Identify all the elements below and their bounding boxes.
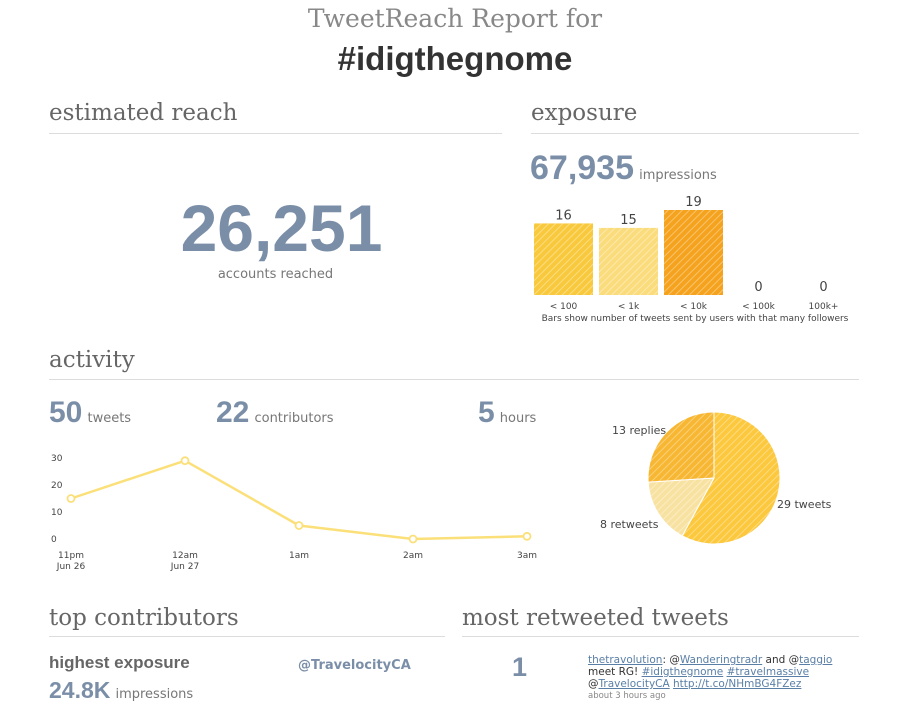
hours-unit: hours [499, 411, 537, 426]
activity-point [408, 534, 418, 544]
retweeted-heading: most retweeted tweets [462, 605, 729, 631]
highest-exposure-value: 24.8K [49, 677, 111, 703]
exposure-value: 67,935 [530, 149, 634, 187]
tweet-url-link[interactable]: http://t.co/NHmBG4FZez [673, 678, 802, 690]
activity-point [522, 531, 532, 541]
exposure-divider [531, 133, 859, 134]
pie-label: 29 tweets [777, 498, 832, 511]
exposure-summary: 67,935 impressions [530, 149, 717, 188]
tweet-text-part-3: meet RG! [588, 666, 642, 678]
tweets-unit: tweets [87, 411, 132, 426]
activity-point [180, 456, 190, 466]
tweet-author-link[interactable]: thetravolution [588, 654, 663, 666]
pie-label: 13 replies [612, 424, 666, 437]
line-y-tick: 30 [51, 454, 63, 464]
tweet-text-part-1: : @ [662, 654, 680, 666]
activity-divider [49, 379, 859, 380]
contributors-unit: contributors [254, 411, 334, 426]
line-x-tick: 3am [517, 551, 537, 561]
activity-point [66, 494, 76, 503]
exposure-bar-hatch [664, 210, 723, 295]
highest-exposure-label: highest exposure [49, 653, 190, 672]
exposure-bar-hatch [599, 227, 658, 295]
mention-taggio-link[interactable]: taggio [799, 654, 833, 666]
contributors-stat: 22 contributors [216, 396, 334, 430]
hashtag-travelmassive-link[interactable]: #travelmassive [726, 666, 810, 678]
activity-heading: activity [49, 347, 135, 373]
exposure-note: Bars show number of tweets sent by users… [541, 314, 849, 324]
exposure-bar-hatch [534, 223, 593, 295]
line-x-tick: 1am [289, 551, 309, 561]
pie-slice-hatch [648, 412, 714, 483]
exposure-heading: exposure [531, 100, 638, 126]
exposure-bar-category: 100k+ [809, 302, 839, 312]
exposure-bar-category: < 10k [680, 302, 708, 312]
activity-pie-chart: 29 tweets 8 retweets 13 replies [600, 411, 832, 545]
contributors-value: 22 [216, 396, 250, 429]
reach-label: accounts reached [217, 267, 334, 282]
exposure-bar-category: < 100 [550, 302, 578, 312]
pie-slice-hatch [648, 478, 714, 536]
contributors-divider [49, 636, 445, 637]
mention-wanderingtradr-link[interactable]: Wanderingtradr [679, 654, 763, 666]
report-title: TweetReach Report for [307, 4, 603, 33]
exposure-unit: impressions [639, 168, 717, 183]
hours-value: 5 [478, 396, 495, 429]
line-x-tick: 12am Jun 27 [170, 551, 199, 572]
line-x-tick: 11pm Jun 26 [56, 551, 86, 572]
activity-line-chart: 0 10 20 30 11pm Jun 26 12am Jun 27 1am 2am 3am [51, 454, 537, 572]
exposure-bar-value: 15 [620, 213, 637, 228]
exposure-bar-category: < 100k [742, 302, 776, 312]
pie-label: 8 retweets [600, 518, 659, 531]
exposure-bar-value: 19 [685, 195, 702, 210]
reach-heading: estimated reach [49, 100, 238, 126]
exposure-bar-value: 0 [819, 280, 827, 295]
tweet-timestamp: about 3 hours ago [588, 691, 666, 701]
pie-slice-hatch [682, 412, 780, 544]
exposure-bar-value: 16 [555, 208, 572, 223]
tweets-value: 50 [49, 396, 83, 429]
retweet-text: thetravolution: @Wanderingtradr and @tag… [588, 654, 848, 690]
tweets-stat: 50 tweets [49, 396, 131, 430]
exposure-bar-category: < 1k [618, 302, 640, 312]
highest-exposure-stat: 24.8K impressions [49, 677, 193, 704]
retweet-rank: 1 [512, 652, 528, 682]
tweet-text-part-2: and @ [762, 654, 800, 666]
highest-exposure-unit: impressions [115, 687, 194, 702]
tweet-text-part-4: @ [588, 678, 599, 690]
hashtag-title: #idigthegnome [337, 40, 573, 77]
hours-stat: 5 hours [478, 396, 536, 430]
exposure-bar-value: 0 [754, 280, 762, 295]
mention-travelocityca-link[interactable]: TravelocityCA [598, 678, 670, 690]
line-x-tick: 2am [403, 551, 423, 561]
retweeted-divider [462, 636, 859, 637]
line-y-tick: 10 [51, 508, 63, 518]
line-y-tick: 0 [51, 535, 57, 545]
exposure-bar-chart: 16 < 100 15 < 1k 19 < 10k 0 < 100k 0 100k+ [534, 195, 839, 312]
activity-point [294, 521, 304, 530]
reach-value: 26,251 [180, 191, 383, 265]
line-y-tick: 20 [51, 481, 63, 491]
reach-divider [49, 133, 502, 134]
contributors-heading: top contributors [49, 605, 239, 631]
top-contributor-handle[interactable]: @TravelocityCA [298, 658, 411, 673]
hashtag-idigthegnome-link[interactable]: #idigthegnome [641, 666, 724, 678]
